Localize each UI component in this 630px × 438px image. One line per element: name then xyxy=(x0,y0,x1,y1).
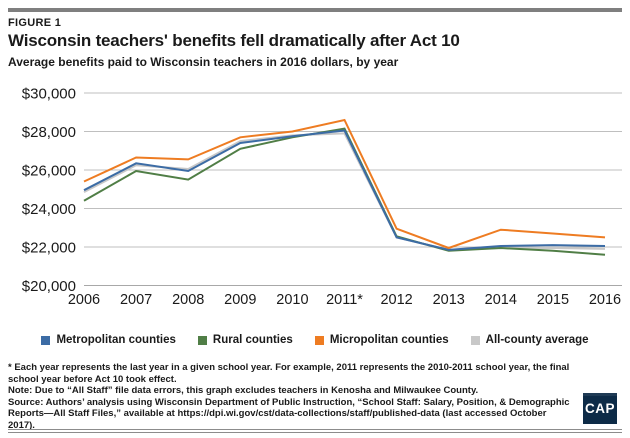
y-tick-label: $24,000 xyxy=(22,201,76,218)
footnote-note: Note: Due to “All Staff” file data error… xyxy=(8,385,479,396)
legend-item: Metropolitan counties xyxy=(41,334,176,346)
chart-title: Wisconsin teachers' benefits fell dramat… xyxy=(8,31,460,50)
footnote-asterisk: * Each year represents the last year in … xyxy=(8,362,570,385)
chart-canvas: $30,000 $28,000 $26,000 $24,000 $22,000 $20,0… xyxy=(22,86,622,308)
x-tick-label: 2008 xyxy=(172,292,204,308)
x-tick-label: 2007 xyxy=(120,292,152,308)
chart-legend: Metropolitan counties Rural counties Micro… xyxy=(0,334,630,346)
y-tick-label: $20,000 xyxy=(22,278,76,295)
line-rural-counties xyxy=(83,127,606,256)
bottom-rule xyxy=(8,429,622,433)
x-tick-label: 2013 xyxy=(433,292,465,308)
cap-logo-text: CAP xyxy=(584,401,615,416)
x-tick-label: 2012 xyxy=(380,292,412,308)
x-tick-label: 2009 xyxy=(224,292,256,308)
legend-swatch xyxy=(41,335,51,345)
legend-item: Rural counties xyxy=(197,334,293,346)
footnotes: * Each year represents the last year in … xyxy=(8,362,576,431)
line-metropolitan-counties xyxy=(83,129,606,251)
x-tick-label: 2016 xyxy=(589,292,621,308)
figure-number: FIGURE 1 xyxy=(8,17,62,29)
chart-subtitle: Average benefits paid to Wisconsin teach… xyxy=(8,55,399,69)
top-rule xyxy=(8,8,622,12)
y-tick-label: $28,000 xyxy=(22,124,76,141)
legend-item: All-county average xyxy=(470,334,589,346)
y-tick-label: $22,000 xyxy=(22,240,76,257)
y-tick-label: $26,000 xyxy=(22,163,76,180)
legend-label: Rural counties xyxy=(212,334,293,346)
line-micropolitan-counties xyxy=(83,118,606,250)
legend-item: Micropolitan counties xyxy=(314,334,449,346)
footnote-source: Source: Authors’ analysis using Wisconsi… xyxy=(8,396,570,431)
x-tick-label: 2006 xyxy=(68,292,100,308)
x-tick-label: 2010 xyxy=(276,292,308,308)
benefits-line-chart: $30,000 $28,000 $26,000 $24,000 $22,000 $20,0… xyxy=(0,85,630,315)
legend-label: All-county average xyxy=(485,334,589,346)
x-tick-label: 2015 xyxy=(537,292,569,308)
y-tick-label: $30,000 xyxy=(22,86,76,103)
legend-swatch xyxy=(470,335,480,345)
legend-swatch xyxy=(314,335,324,345)
legend-swatch xyxy=(197,335,207,345)
cap-logo: CAP xyxy=(583,393,617,424)
legend-label: Metropolitan counties xyxy=(56,334,176,346)
legend-label: Micropolitan counties xyxy=(329,334,449,346)
x-tick-label: 2014 xyxy=(485,292,517,308)
x-tick-label: 2011* xyxy=(326,292,363,308)
